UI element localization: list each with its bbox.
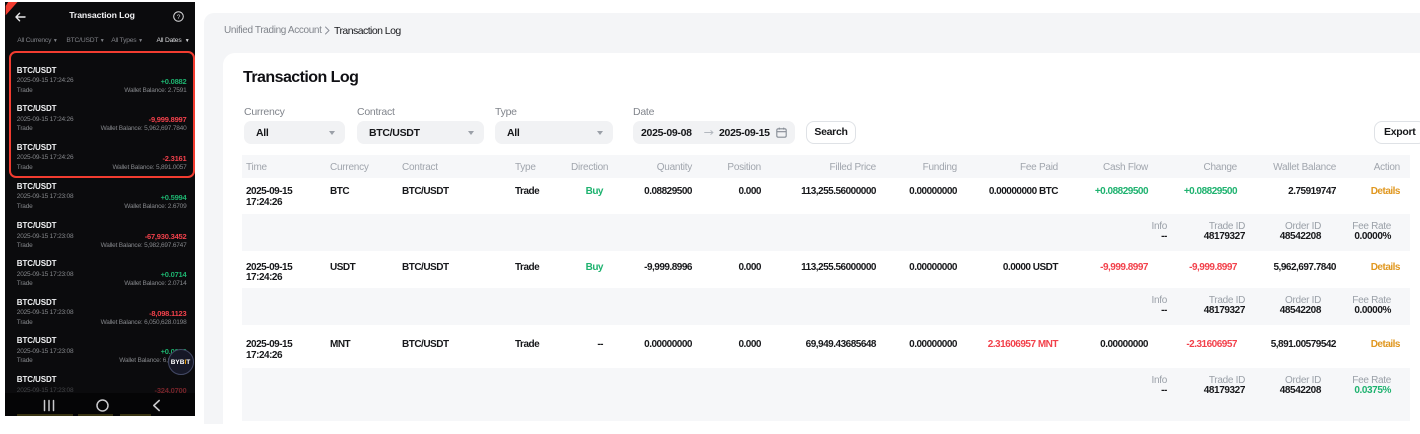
svg-text:?: ? <box>177 14 181 21</box>
